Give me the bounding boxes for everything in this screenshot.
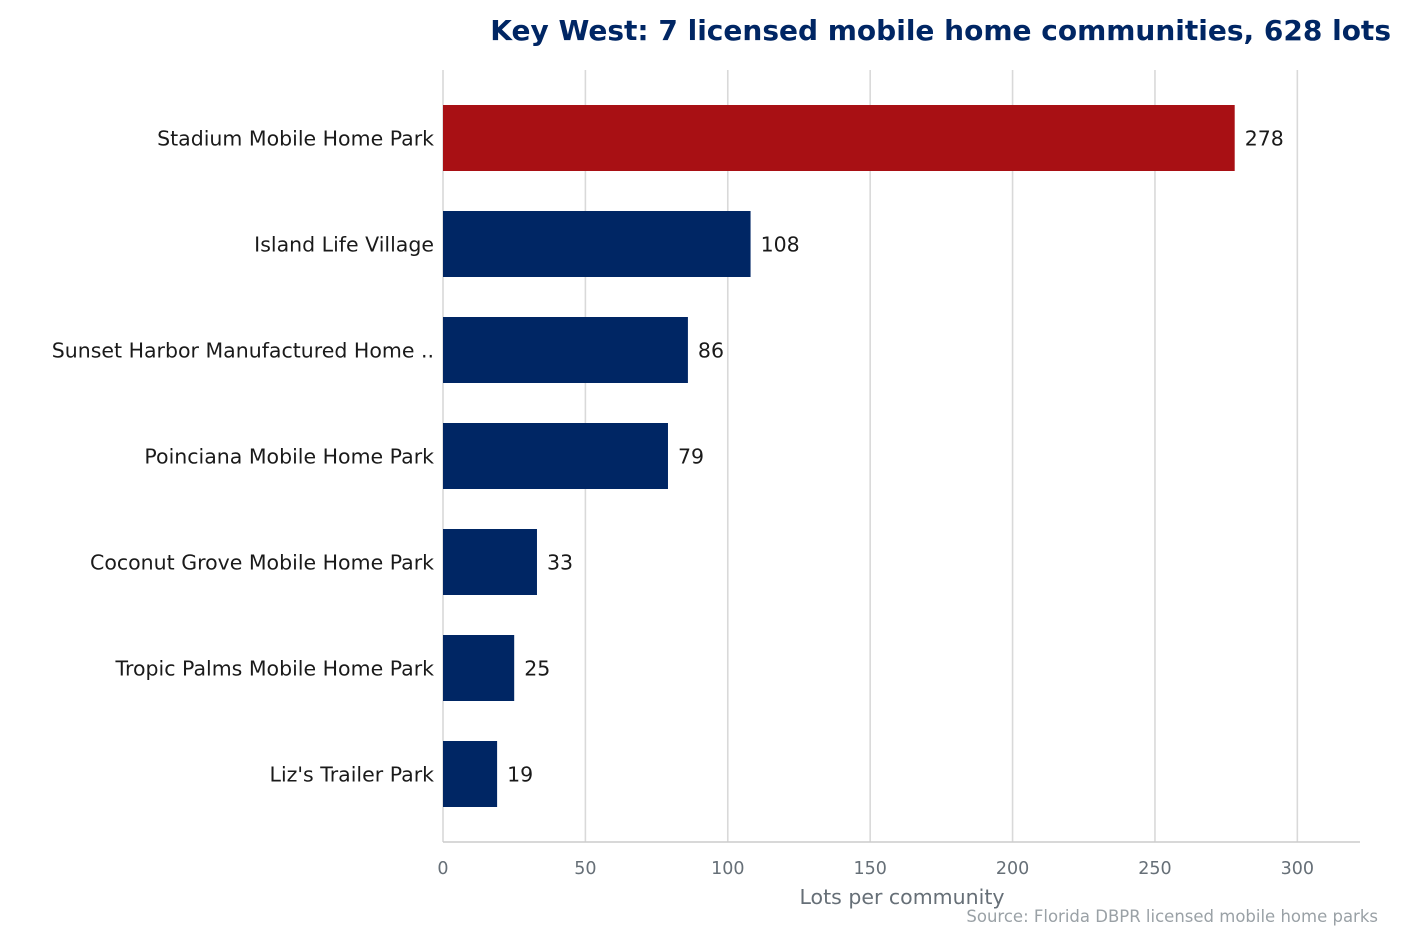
value-label: 86 xyxy=(698,339,724,363)
category-label: Liz's Trailer Park xyxy=(270,763,435,787)
grid-lines xyxy=(442,70,1299,842)
category-label: Sunset Harbor Manufactured Home .. xyxy=(52,339,434,363)
value-label: 19 xyxy=(507,763,533,787)
x-tick-label: 200 xyxy=(996,859,1029,879)
value-label: 278 xyxy=(1245,127,1284,151)
category-label: Coconut Grove Mobile Home Park xyxy=(90,551,434,575)
x-tick-labels: 0 50 100 150 200 250 300 xyxy=(437,859,1314,879)
bars xyxy=(443,105,1235,807)
bar xyxy=(443,211,751,277)
category-label: Poinciana Mobile Home Park xyxy=(144,445,434,469)
x-tick-label: 300 xyxy=(1281,859,1314,879)
bar xyxy=(443,741,498,807)
bar xyxy=(443,105,1235,171)
value-labels: 278 108 86 79 33 25 19 xyxy=(507,127,1284,787)
category-labels: Stadium Mobile Home Park Island Life Vill… xyxy=(52,127,434,787)
category-label: Island Life Village xyxy=(254,233,434,257)
x-tick-label: 150 xyxy=(853,859,886,879)
category-label: Stadium Mobile Home Park xyxy=(157,127,434,151)
source-note: Source: Florida DBPR licensed mobile hom… xyxy=(966,907,1378,926)
value-label: 33 xyxy=(547,551,573,575)
bar xyxy=(443,317,688,383)
x-axis-label: Lots per community xyxy=(799,885,1004,909)
x-tick-label: 50 xyxy=(574,859,596,879)
bar xyxy=(443,635,515,701)
category-label: Tropic Palms Mobile Home Park xyxy=(114,657,434,681)
x-tick-label: 250 xyxy=(1138,859,1171,879)
value-label: 25 xyxy=(524,657,550,681)
x-tick-label: 0 xyxy=(437,859,448,879)
x-tick-label: 100 xyxy=(711,859,744,879)
value-label: 79 xyxy=(678,445,704,469)
bar xyxy=(443,423,668,489)
chart-title: Key West: 7 licensed mobile home communi… xyxy=(490,14,1391,47)
bar xyxy=(443,529,537,595)
value-label: 108 xyxy=(761,233,800,257)
